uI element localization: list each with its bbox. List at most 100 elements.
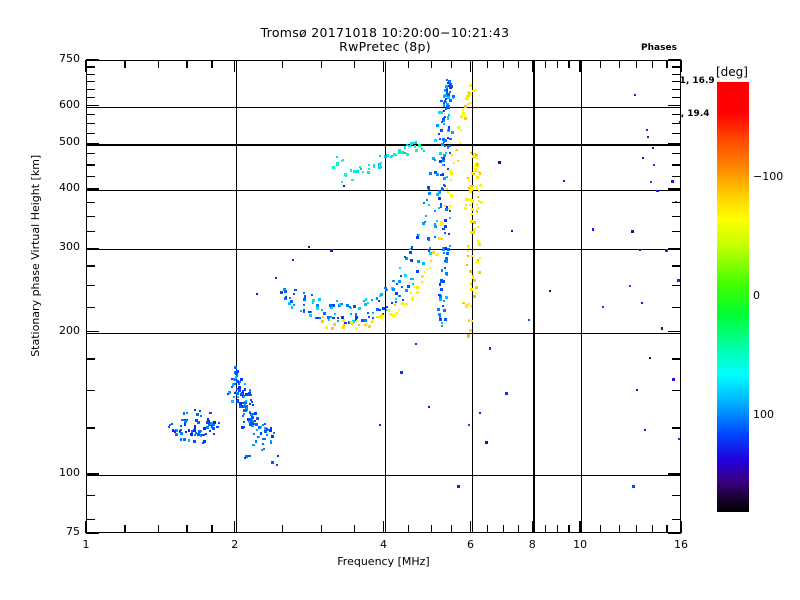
y-axis-tick: [86, 59, 99, 61]
data-point: [410, 291, 413, 294]
data-point: [412, 285, 415, 289]
data-point: [330, 306, 334, 310]
data-point: [438, 316, 441, 319]
data-point: [355, 318, 358, 321]
x-axis-tick-label: 4: [380, 538, 387, 551]
data-point: [474, 286, 478, 290]
data-point: [428, 246, 432, 249]
data-point: [418, 144, 422, 148]
data-point: [213, 420, 217, 424]
x-axis-tick-top: [382, 60, 385, 72]
data-point: [475, 259, 479, 263]
plot-canvas: [87, 61, 680, 532]
gridline-vertical: [471, 61, 473, 532]
x-axis-tick-top: [186, 60, 188, 68]
data-point: [252, 403, 255, 406]
data-point: [427, 238, 430, 241]
data-point: [334, 312, 337, 315]
data-point: [377, 163, 381, 166]
data-point: [248, 402, 252, 406]
data-point: [445, 101, 448, 104]
data-point: [231, 378, 234, 381]
data-point: [440, 280, 443, 283]
data-point: [440, 129, 444, 132]
data-point: [243, 383, 246, 386]
data-point: [466, 176, 470, 179]
data-point: [462, 109, 465, 112]
data-point: [255, 428, 258, 431]
data-point: [449, 98, 453, 102]
data-point: [172, 429, 175, 432]
data-point: [437, 191, 441, 195]
data-point: [252, 413, 255, 416]
data-point: [474, 291, 477, 294]
y-axis-tick: [86, 201, 95, 204]
data-point: [197, 429, 201, 433]
data-point: [401, 298, 404, 302]
y-axis-tick-right: [672, 132, 681, 134]
data-point: [389, 155, 392, 158]
y-axis-tick-right: [672, 215, 681, 218]
data-point: [203, 439, 207, 443]
data-point: [447, 191, 451, 194]
data-point: [444, 295, 448, 299]
data-point: [445, 256, 449, 260]
data-point: [468, 320, 471, 323]
data-point: [408, 250, 412, 254]
data-point: [441, 247, 444, 250]
colorbar-unit-label: [deg]: [716, 65, 748, 79]
data-point: [421, 221, 425, 225]
data-point: [449, 193, 453, 197]
data-point: [446, 187, 449, 191]
data-point: [476, 206, 479, 209]
data-point: [364, 302, 368, 306]
data-point: [302, 297, 306, 301]
data-point: [316, 307, 320, 311]
data-point: [427, 192, 431, 196]
data-point: [379, 424, 382, 427]
data-point: [359, 166, 362, 169]
data-point: [372, 164, 375, 167]
data-point: [409, 247, 412, 250]
data-point: [317, 317, 320, 320]
x-axis-title: Frequency [MHz]: [337, 555, 430, 568]
data-point: [207, 424, 210, 427]
data-point: [193, 429, 196, 432]
data-point: [467, 95, 470, 98]
data-point: [469, 198, 473, 202]
data-point: [471, 221, 474, 224]
data-point: [250, 400, 253, 403]
y-axis-tick: [86, 105, 99, 107]
data-point: [242, 414, 245, 418]
data-point: [448, 151, 451, 154]
data-point: [367, 301, 370, 304]
data-point: [290, 306, 293, 309]
x-axis-tick-top: [531, 60, 533, 72]
data-point: [445, 107, 448, 110]
data-point: [244, 454, 248, 458]
data-point: [444, 144, 447, 147]
data-point: [474, 167, 477, 170]
data-point: [302, 303, 305, 306]
y-axis-tick-right: [668, 473, 681, 475]
data-point: [248, 455, 251, 458]
data-point: [442, 95, 445, 98]
y-axis-tick: [86, 123, 95, 125]
data-point: [660, 327, 664, 330]
data-point: [344, 322, 347, 325]
data-point: [263, 422, 266, 425]
y-axis-tick-label: 600: [59, 97, 80, 111]
data-point: [332, 322, 336, 326]
data-point: [339, 303, 343, 307]
data-point: [426, 186, 430, 190]
data-point: [341, 158, 344, 162]
data-point: [325, 325, 329, 329]
data-point: [379, 166, 383, 169]
data-point: [465, 263, 469, 266]
data-point: [253, 432, 256, 435]
data-point: [438, 111, 442, 115]
data-point: [234, 391, 237, 394]
data-point: [272, 432, 275, 435]
data-point: [443, 299, 446, 302]
